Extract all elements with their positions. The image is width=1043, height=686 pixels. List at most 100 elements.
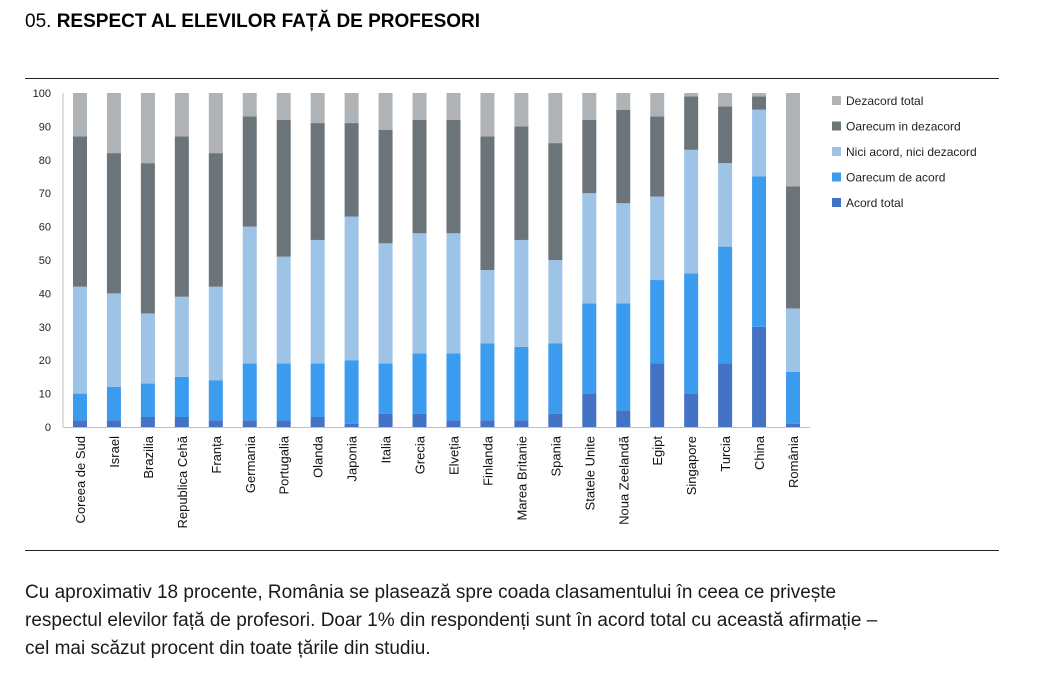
bar-segment (752, 93, 767, 97)
legend-label: Oarecum in dezacord (846, 120, 961, 134)
bar-segment (412, 413, 427, 427)
legend-label: Acord total (846, 196, 903, 210)
bar-segment (514, 126, 529, 240)
bar-segment (650, 196, 665, 281)
x-tick-label: Franța (209, 435, 224, 473)
bar-segment (208, 93, 223, 154)
bar-segment (548, 413, 563, 427)
bar-stack (174, 93, 189, 427)
bar-stack (378, 93, 393, 427)
top-divider (25, 78, 999, 79)
bar-segment (480, 420, 495, 427)
bar-segment (378, 363, 393, 414)
x-tick-label: Statele Unite (582, 436, 597, 510)
bar-segment (786, 93, 801, 187)
y-tick-label: 70 (39, 188, 51, 200)
bar-stack (140, 93, 155, 427)
bar-segment (344, 123, 359, 217)
x-axis: Coreea de Sud Israel Brazilia Republica Ceh… (63, 427, 810, 529)
bar-segment (106, 420, 121, 427)
bar-segment (106, 153, 121, 294)
bar-stack (344, 93, 359, 427)
bar-segment (310, 239, 325, 364)
y-tick-label: 20 (39, 355, 51, 367)
bar-segment (718, 246, 733, 364)
bar-segment (276, 93, 291, 120)
bar-segment (514, 239, 529, 347)
legend: Dezacord total Oarecum in dezacord Nici ac… (832, 94, 977, 210)
bar-segment (650, 363, 665, 427)
bar-segment (752, 326, 767, 427)
bar-segment (72, 420, 87, 427)
x-tick-label: Spania (548, 435, 563, 476)
bar-segment (276, 363, 291, 421)
bar-segment (242, 226, 257, 364)
bar-segment (174, 416, 189, 427)
bar-stack (582, 93, 597, 427)
x-tick-label: Olanda (311, 435, 326, 478)
y-tick-label: 0 (45, 422, 51, 434)
bar-segment (684, 273, 699, 394)
bar-segment (310, 93, 325, 124)
bar-segment (344, 93, 359, 124)
bar-segment (412, 93, 427, 120)
bar-segment (786, 308, 801, 372)
bar-stack (752, 93, 767, 427)
bar-stack (718, 93, 733, 427)
bar-segment (412, 353, 427, 414)
section-title: RESPECT AL ELEVILOR FAȚĂ DE PROFESORI (56, 11, 481, 32)
x-tick-label: Germania (243, 435, 258, 493)
bar-segment (514, 346, 529, 421)
legend-swatch (832, 147, 841, 156)
bar-segment (72, 286, 87, 394)
bar-segment (208, 420, 223, 427)
x-tick-label: Finlanda (480, 435, 495, 486)
bar-segment (616, 93, 631, 110)
bar-stack (446, 93, 461, 427)
bar-segment (446, 353, 461, 421)
bar-segment (140, 163, 155, 314)
x-tick-label: Marea Britanie (514, 436, 529, 521)
bar-segment (446, 119, 461, 234)
bar-segment (140, 93, 155, 164)
bar-segment (140, 383, 155, 417)
caption-line: Cu aproximativ 18 procente, România se p… (25, 582, 837, 603)
bar-segment (752, 96, 767, 110)
x-tick-label: Republica Cehă (175, 435, 190, 528)
legend-swatch (832, 198, 841, 207)
bar-segment (480, 93, 495, 137)
bar-segment (106, 93, 121, 154)
bar-stack (412, 93, 427, 427)
bar-segment (378, 243, 393, 364)
bar-segment (650, 116, 665, 197)
bar-segment (582, 393, 597, 427)
y-tick-label: 90 (39, 121, 51, 133)
x-tick-label: Japonia (345, 435, 360, 481)
x-tick-label: Grecia (413, 435, 428, 474)
y-tick-label: 30 (39, 322, 51, 334)
bar-segment (140, 313, 155, 384)
bar-stack (650, 93, 665, 427)
bar-segment (650, 280, 665, 364)
caption-line: respectul elevilor față de profesori. Do… (25, 610, 878, 631)
bar-stack (514, 93, 529, 427)
bar-segment (616, 303, 631, 411)
bar-stack (786, 93, 801, 427)
bottom-divider (25, 550, 999, 551)
bar-segment (718, 163, 733, 247)
bar-segment (786, 186, 801, 309)
bar-stack (480, 93, 495, 427)
x-tick-label: Turcia (718, 435, 733, 471)
bar-segment (310, 123, 325, 240)
bar-segment (242, 116, 257, 227)
y-tick-label: 60 (39, 222, 51, 234)
bar-segment (582, 193, 597, 304)
page-title: 05. RESPECT AL ELEVILOR FAȚĂ DE PROFESOR… (25, 11, 480, 33)
legend-label: Oarecum de acord (846, 171, 945, 185)
bar-segment (548, 143, 563, 260)
bar-segment (446, 233, 461, 354)
bar-segment (72, 393, 87, 421)
bar-segment (718, 93, 733, 107)
section-number: 05. (25, 11, 52, 32)
bar-segment (242, 363, 257, 421)
